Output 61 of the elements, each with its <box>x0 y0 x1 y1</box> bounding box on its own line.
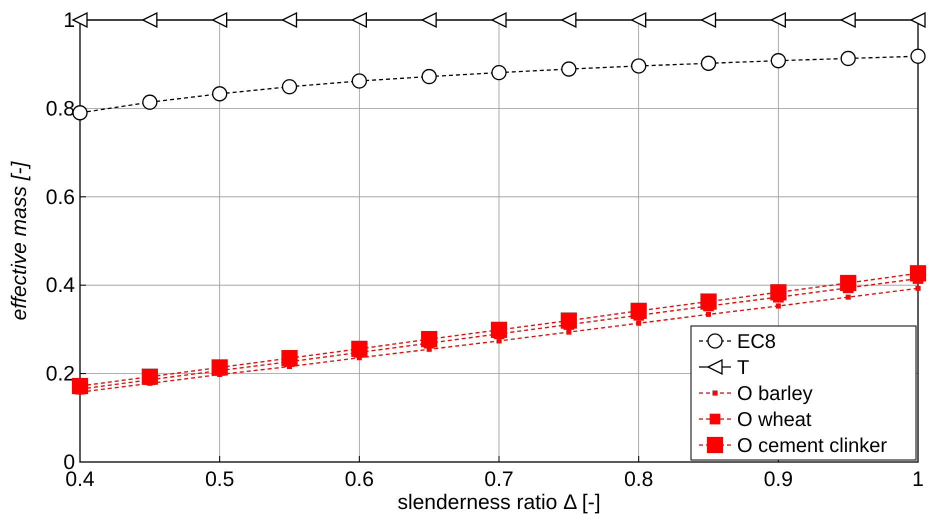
y-tick-label: 0.2 <box>46 362 75 386</box>
point <box>72 105 88 120</box>
legend-label: O barley <box>737 383 813 405</box>
point <box>770 53 786 68</box>
point <box>282 12 298 28</box>
point <box>700 12 716 28</box>
point <box>840 274 856 292</box>
point <box>770 284 786 300</box>
y-tick-label: 0.4 <box>46 274 76 298</box>
point <box>846 294 851 300</box>
legend-label: O wheat <box>737 409 812 431</box>
x-tick-label: 0.8 <box>624 468 654 491</box>
point <box>840 12 856 28</box>
point <box>631 58 646 74</box>
point <box>700 56 716 71</box>
point <box>352 12 367 28</box>
x-tick-label: 0.9 <box>764 468 793 491</box>
point <box>351 340 368 357</box>
legend-label: O cement clinker <box>737 435 888 457</box>
point <box>561 61 576 77</box>
legend-label: T <box>737 357 750 379</box>
point <box>566 330 572 335</box>
point <box>142 12 158 28</box>
point <box>281 350 298 366</box>
point <box>212 12 228 28</box>
point <box>840 50 856 66</box>
point <box>910 48 926 64</box>
point <box>916 286 920 291</box>
y-tick-label: 0.8 <box>46 97 75 120</box>
point <box>490 322 508 338</box>
point <box>561 12 576 28</box>
point <box>560 312 577 329</box>
point <box>212 86 228 102</box>
point <box>700 293 717 310</box>
x-tick-label: 0.6 <box>344 468 374 491</box>
point <box>910 12 926 28</box>
point <box>910 265 926 282</box>
y-axis-title: effective mass [-] <box>8 160 31 320</box>
point <box>776 303 781 308</box>
point <box>421 331 438 348</box>
point <box>631 12 646 28</box>
point <box>630 302 647 319</box>
point <box>706 312 711 317</box>
y-tick-label: 1 <box>63 9 75 32</box>
point <box>422 12 437 28</box>
x-tick-label: 0.5 <box>205 468 234 491</box>
point <box>142 94 158 110</box>
point <box>491 64 507 80</box>
point <box>636 320 642 326</box>
point <box>282 79 298 94</box>
x-axis-title: slenderness ratio Δ [-] <box>397 491 601 514</box>
x-tick-label: 0.7 <box>484 468 514 491</box>
y-tick-label: 0.6 <box>46 186 75 209</box>
point <box>142 368 158 385</box>
point <box>422 68 437 84</box>
legend-label: EC8 <box>737 331 776 353</box>
point <box>491 12 507 28</box>
x-tick-label: 1 <box>912 468 924 491</box>
point <box>352 73 367 89</box>
point <box>770 12 786 28</box>
point <box>212 359 228 376</box>
